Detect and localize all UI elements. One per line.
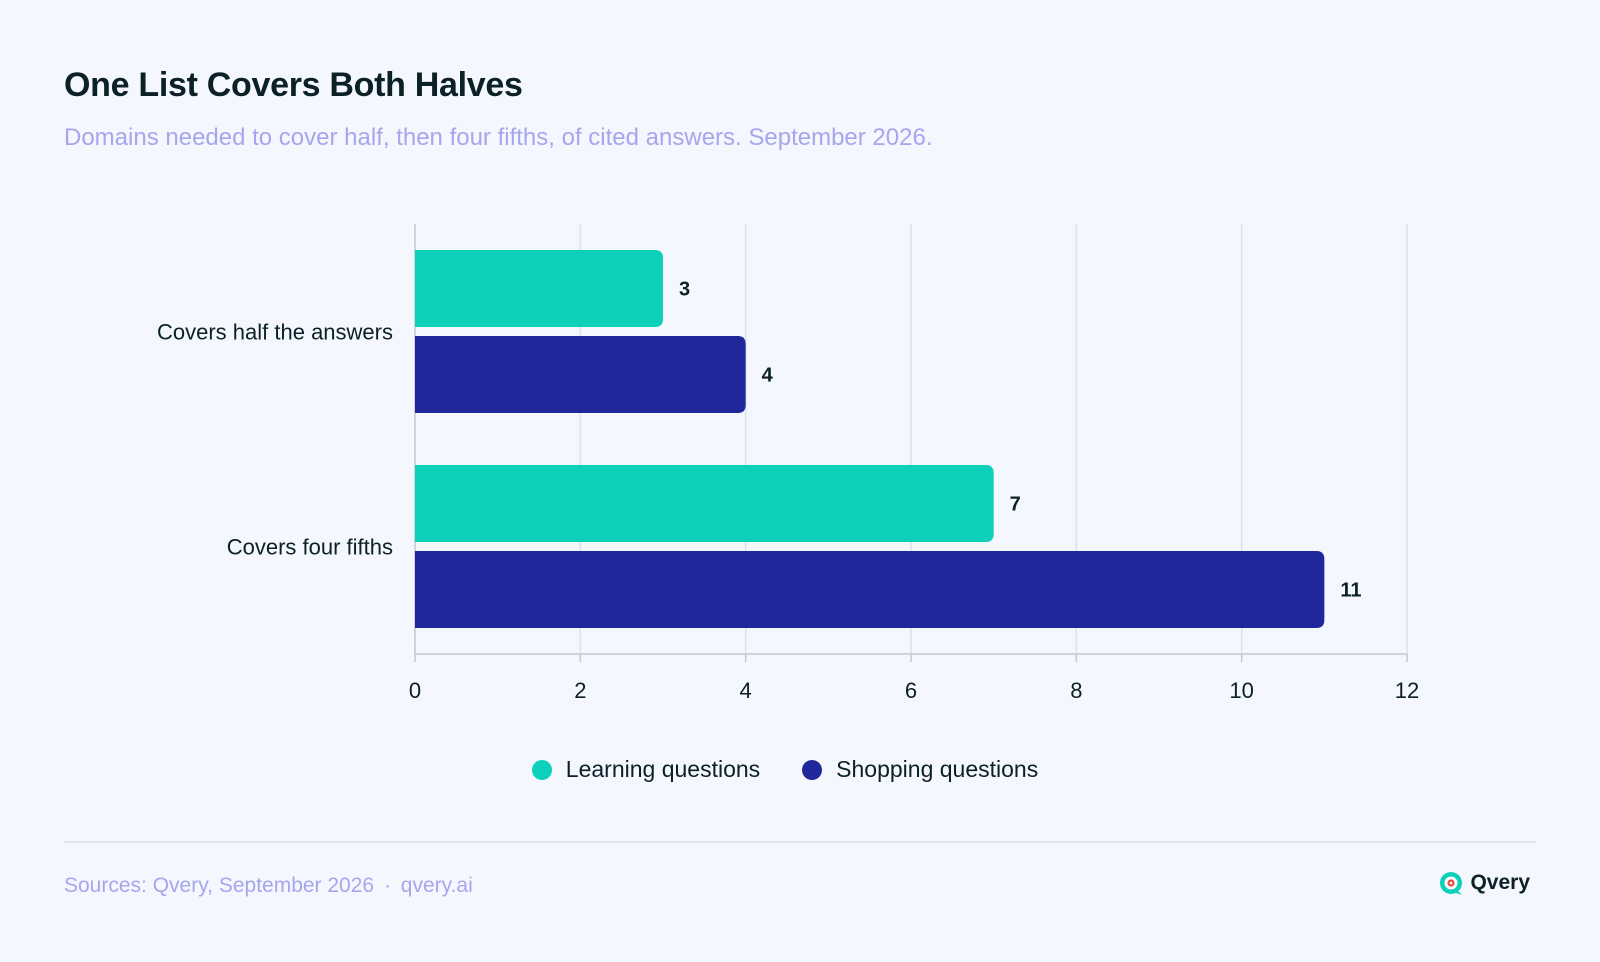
x-tick-label: 4: [740, 678, 752, 703]
bar: [415, 465, 994, 542]
brand-name: Qvery: [1470, 871, 1530, 894]
source-separator: ·: [383, 874, 391, 897]
bar-value-label: 11: [1340, 580, 1361, 602]
bar: [415, 250, 663, 327]
legend-item-learning: Learning questions: [531, 756, 761, 783]
chart-subtitle: Domains needed to cover half, then four …: [64, 124, 933, 151]
x-tick-label: 10: [1229, 678, 1253, 703]
x-tick-label: 0: [409, 678, 421, 703]
source-text: Sources: Qvery, September 2026: [64, 874, 375, 897]
chart-legend: Learning questions Shopping questions: [0, 756, 1570, 783]
legend-label-learning: Learning questions: [565, 756, 761, 782]
legend-item-shopping: Shopping questions: [802, 756, 1038, 783]
x-tick-label: 8: [1070, 678, 1082, 703]
bar: [415, 551, 1325, 628]
bar-value-label: 7: [1010, 494, 1021, 516]
source-note: Sources: Qvery, September 2026 · qvery.a…: [64, 874, 473, 898]
category-label: Covers four fifths: [227, 535, 393, 560]
x-tick-label: 2: [574, 678, 586, 703]
brand-logo: Qvery: [1438, 870, 1530, 896]
category-label: Covers half the answers: [157, 320, 393, 345]
chart-title: One List Covers Both Halves: [64, 66, 523, 104]
legend-label-shopping: Shopping questions: [836, 756, 1039, 782]
legend-swatch-learning: [531, 759, 552, 780]
x-tick-label: 6: [905, 678, 917, 703]
bar-value-label: 3: [679, 279, 690, 301]
legend-swatch-shopping: [802, 759, 823, 780]
footer-divider: [64, 841, 1536, 843]
x-tick-label: 12: [1395, 678, 1419, 703]
bar-value-label: 4: [762, 365, 774, 387]
source-site: qvery.ai: [400, 874, 473, 897]
qvery-logo-icon: [1440, 872, 1463, 895]
bar: [415, 336, 746, 413]
